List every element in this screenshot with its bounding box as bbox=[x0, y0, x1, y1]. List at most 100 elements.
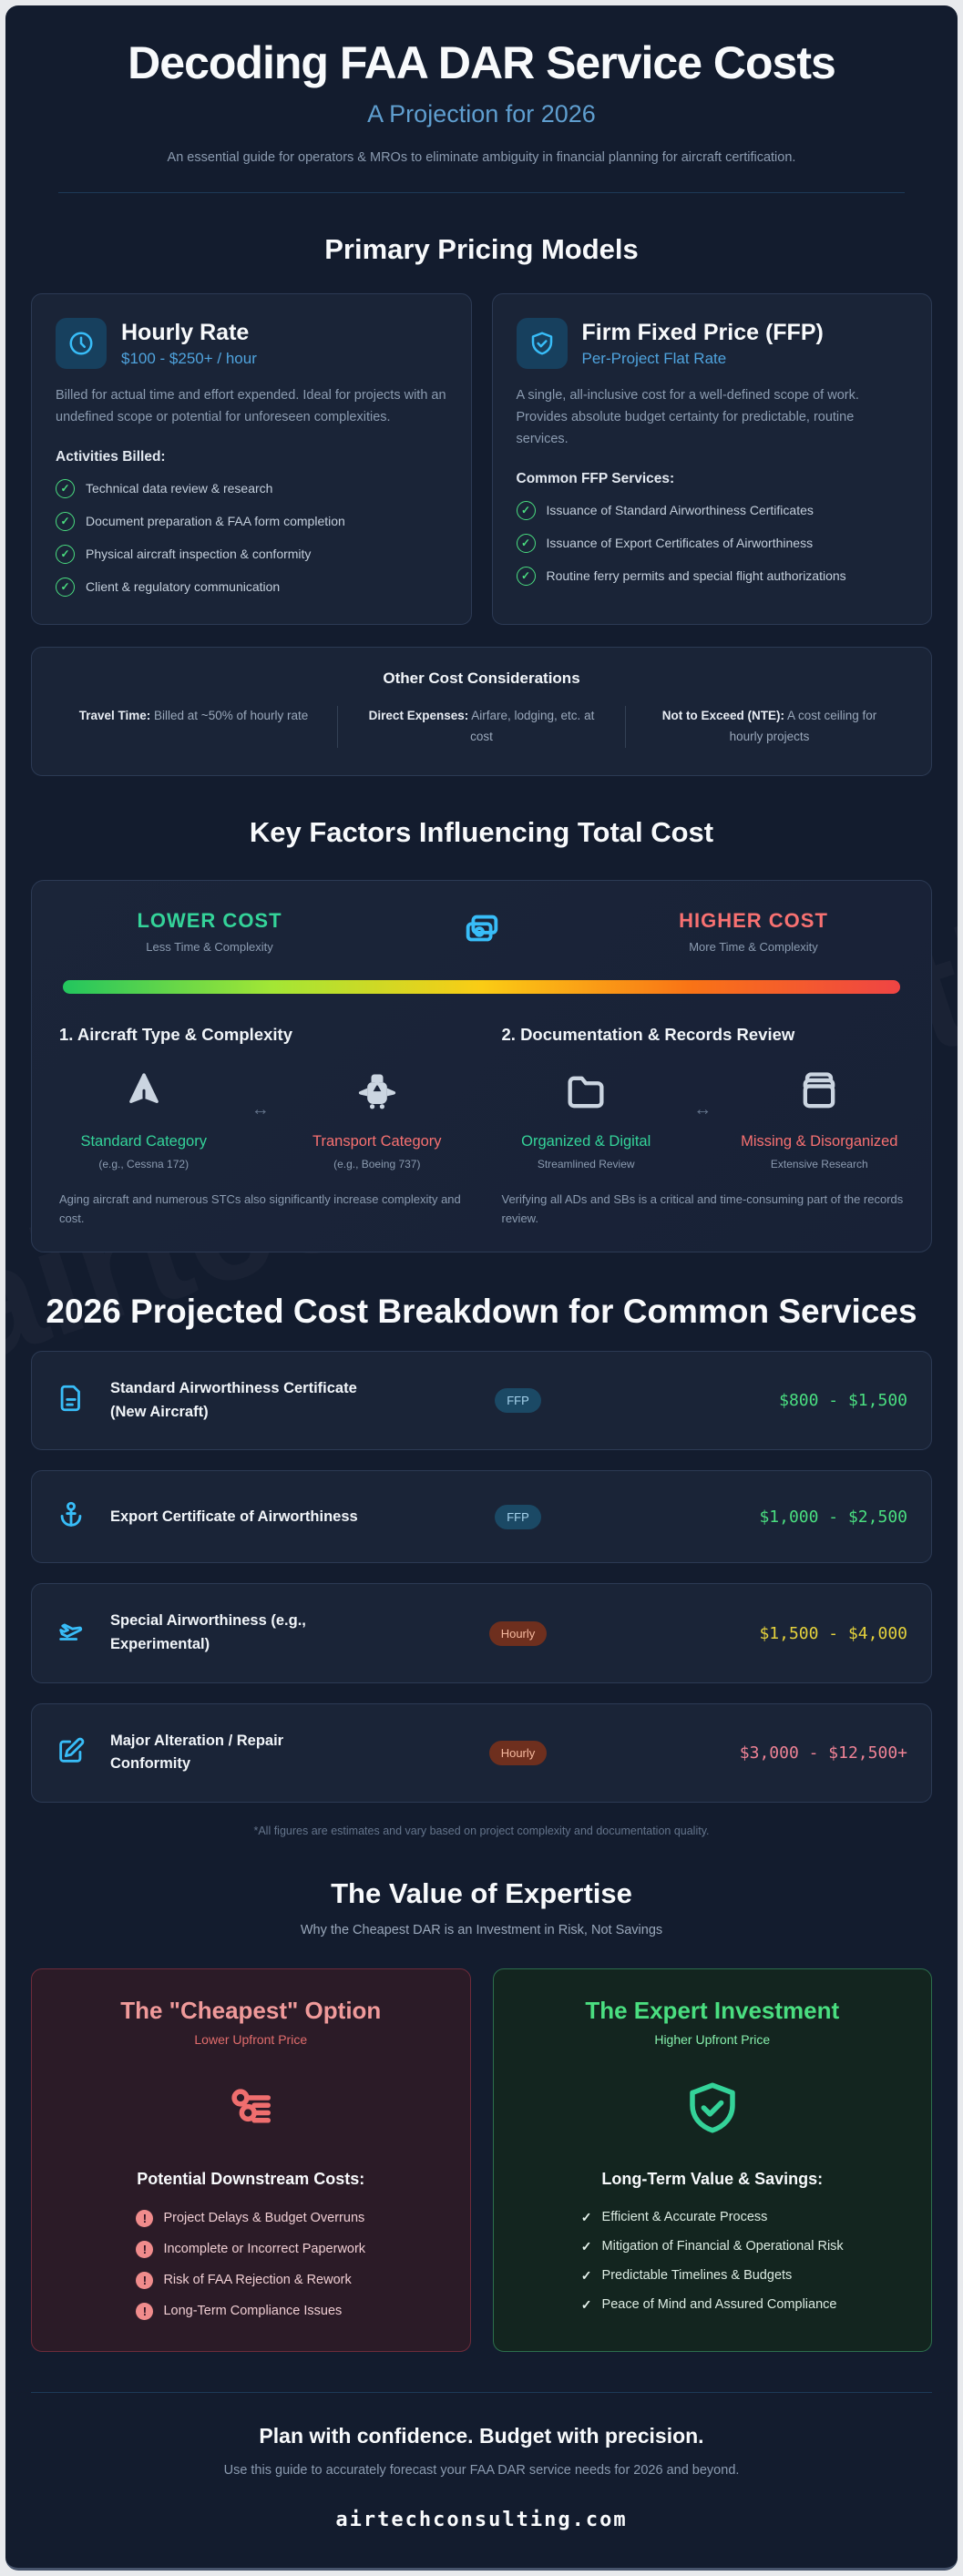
service-price: $1,000 - $2,500 bbox=[759, 1507, 907, 1527]
transport-category-label: Transport Category bbox=[312, 1132, 442, 1150]
service-row: Special Airworthiness (e.g., Experimenta… bbox=[31, 1583, 932, 1683]
footer-subtext: Use this guide to accurately forecast yo… bbox=[223, 2462, 740, 2478]
benefit-item-label: Predictable Timelines & Budgets bbox=[601, 2268, 793, 2284]
benefit-item: ✓ Mitigation of Financial & Operational R… bbox=[581, 2239, 844, 2254]
breakdown-footnote: *All figures are estimates and vary base… bbox=[253, 1824, 710, 1837]
list-item: ✓ Issuance of Export Certificates of Airw… bbox=[516, 533, 908, 553]
exclamation-circle-icon: ! bbox=[136, 2302, 154, 2320]
archive-box-icon bbox=[795, 1072, 843, 1119]
breakdown-section-title: 2026 Projected Cost Breakdown for Common… bbox=[46, 1293, 917, 1331]
key-factors-panel: LOWER COST Less Time & Complexity HIGHER… bbox=[31, 879, 932, 1253]
pencil-square-icon bbox=[56, 1735, 97, 1771]
website-link[interactable]: airtechconsulting.com bbox=[335, 2508, 628, 2531]
footer: Plan with confidence. Budget with precis… bbox=[31, 2391, 932, 2568]
factor-aircraft-type: 1. Aircraft Type & Complexity Standard C… bbox=[59, 1025, 462, 1229]
list-item: ✓ Document preparation & FAA form complet… bbox=[56, 511, 447, 531]
check-circle-icon: ✓ bbox=[56, 577, 75, 597]
list-item: ✓ Issuance of Standard Airworthiness Cert… bbox=[516, 500, 908, 520]
banknotes-icon bbox=[461, 908, 503, 955]
benefit-item: ✓ Efficient & Accurate Process bbox=[581, 2210, 844, 2225]
check-circle-icon: ✓ bbox=[56, 478, 75, 498]
header-divider bbox=[58, 192, 905, 193]
list-item-label: Routine ferry permits and special flight… bbox=[546, 568, 846, 584]
check-circle-icon: ✓ bbox=[516, 566, 536, 586]
risk-item: ! Long-Term Compliance Issues bbox=[136, 2302, 365, 2320]
standard-category-caption: (e.g., Cessna 172) bbox=[98, 1157, 190, 1170]
factor-documentation-heading: 2. Documentation & Records Review bbox=[501, 1024, 795, 1044]
key-factors-section: Key Factors Influencing Total Cost LOWER… bbox=[31, 816, 932, 1253]
service-price: $3,000 - $12,500+ bbox=[739, 1743, 907, 1763]
risk-item-label: Project Delays & Budget Overruns bbox=[163, 2211, 365, 2226]
list-item: ✓ Technical data review & research bbox=[56, 478, 447, 498]
value-section-subtitle: Why the Cheapest DAR is an Investment in… bbox=[300, 1922, 663, 1937]
pricing-section-title: Primary Pricing Models bbox=[324, 233, 639, 265]
list-item-label: Document preparation & FAA form completi… bbox=[86, 514, 345, 529]
benefit-item: ✓ Peace of Mind and Assured Compliance bbox=[581, 2297, 844, 2313]
cheapest-list-heading: Potential Downstream Costs: bbox=[137, 2169, 365, 2188]
cheapest-card-subtitle: Lower Upfront Price bbox=[194, 2031, 308, 2047]
missing-records-caption: Extensive Research bbox=[770, 1157, 868, 1170]
folder-icon bbox=[562, 1076, 610, 1119]
organized-records-caption: Streamlined Review bbox=[537, 1157, 635, 1170]
exclamation-circle-icon: ! bbox=[136, 2271, 154, 2289]
expert-card-subtitle: Higher Upfront Price bbox=[654, 2031, 771, 2047]
hourly-badge: Hourly bbox=[488, 1620, 548, 1646]
breakdown-section: 2026 Projected Cost Breakdown for Common… bbox=[31, 1293, 932, 1837]
page-subtitle: A Projection for 2026 bbox=[367, 100, 596, 128]
standard-category-item: Standard Category (e.g., Cessna 172) bbox=[59, 1068, 228, 1170]
infographic-poster: airtechconsulting Decoding FAA DAR Servi… bbox=[5, 5, 958, 2571]
hourly-badge: Hourly bbox=[488, 1740, 548, 1765]
footer-tagline: Plan with confidence. Budget with precis… bbox=[259, 2423, 704, 2448]
header: Decoding FAA DAR Service Costs A Project… bbox=[31, 5, 932, 193]
check-icon: ✓ bbox=[580, 2209, 592, 2224]
documentation-factor-note: Verifying all ADs and SBs is a critical … bbox=[501, 1191, 904, 1225]
considerations-title: Other Cost Considerations bbox=[383, 669, 580, 687]
risk-item-label: Long-Term Compliance Issues bbox=[163, 2304, 343, 2319]
benefit-item: ✓ Predictable Timelines & Budgets bbox=[581, 2268, 844, 2284]
exclamation-circle-icon: ! bbox=[136, 2240, 154, 2258]
standard-category-label: Standard Category bbox=[80, 1132, 207, 1150]
missing-records-item: Missing & Disorganized Extensive Researc… bbox=[735, 1068, 904, 1170]
key-factors-title: Key Factors Influencing Total Cost bbox=[249, 815, 714, 848]
lower-cost-label: LOWER COST bbox=[137, 908, 282, 932]
service-name: Special Airworthiness (e.g., Experimenta… bbox=[110, 1612, 306, 1652]
list-item-label: Physical aircraft inspection & conformit… bbox=[86, 547, 312, 562]
list-item: ✓ Physical aircraft inspection & conformi… bbox=[56, 544, 447, 564]
risk-item-label: Risk of FAA Rejection & Rework bbox=[163, 2273, 352, 2288]
hourly-card-title: Hourly Rate bbox=[121, 319, 250, 345]
service-row: Major Alteration / Repair Conformity Hou… bbox=[31, 1702, 932, 1803]
service-name: Standard Airworthiness Certificate (New … bbox=[110, 1380, 357, 1420]
hourly-list-heading: Activities Billed: bbox=[56, 448, 166, 465]
factor-documentation: 2. Documentation & Records Review Organi… bbox=[502, 1025, 905, 1229]
ffp-card-title: Firm Fixed Price (FFP) bbox=[581, 319, 824, 345]
page-title: Decoding FAA DAR Service Costs bbox=[128, 37, 836, 88]
risk-item: ! Incomplete or Incorrect Paperwork bbox=[136, 2240, 365, 2258]
lower-cost-caption: Less Time & Complexity bbox=[146, 939, 273, 954]
other-cost-considerations-card: Other Cost Considerations Travel Time: B… bbox=[31, 646, 932, 776]
file-text-icon bbox=[56, 1383, 97, 1418]
benefit-item-label: Efficient & Accurate Process bbox=[601, 2210, 768, 2225]
arrows-left-right-icon: ↔ bbox=[251, 1099, 270, 1119]
factor-aircraft-heading: 1. Aircraft Type & Complexity bbox=[59, 1024, 292, 1044]
risk-item: ! Risk of FAA Rejection & Rework bbox=[136, 2271, 365, 2289]
anchor-icon bbox=[56, 1499, 97, 1535]
consideration-label: Not to Exceed (NTE): bbox=[661, 708, 784, 722]
check-circle-icon: ✓ bbox=[56, 511, 75, 531]
organized-records-label: Organized & Digital bbox=[521, 1132, 651, 1150]
ffp-card-description: A single, all-inclusive cost for a well-… bbox=[516, 388, 859, 446]
risk-item: ! Project Delays & Budget Overruns bbox=[136, 2209, 365, 2227]
higher-cost-caption: More Time & Complexity bbox=[689, 939, 818, 954]
ffp-card: Firm Fixed Price (FFP) Per-Project Flat … bbox=[491, 293, 932, 625]
consideration-text: Airfare, lodging, etc. at cost bbox=[470, 708, 595, 743]
check-icon: ✓ bbox=[580, 2296, 592, 2312]
service-price: $800 - $1,500 bbox=[779, 1391, 907, 1411]
higher-cost-block: HIGHER COST More Time & Complexity bbox=[603, 909, 904, 954]
clock-icon bbox=[56, 318, 107, 369]
service-name: Export Certificate of Airworthiness bbox=[110, 1508, 358, 1525]
expert-list-heading: Long-Term Value & Savings: bbox=[601, 2169, 824, 2188]
consideration-text: Billed at ~50% of hourly rate bbox=[154, 708, 309, 722]
check-icon: ✓ bbox=[580, 2238, 592, 2254]
ffp-list-heading: Common FFP Services: bbox=[516, 470, 675, 486]
transport-category-item: Transport Category (e.g., Boeing 737) bbox=[292, 1068, 461, 1170]
hourly-rate-card: Hourly Rate $100 - $250+ / hour Billed f… bbox=[31, 293, 472, 625]
